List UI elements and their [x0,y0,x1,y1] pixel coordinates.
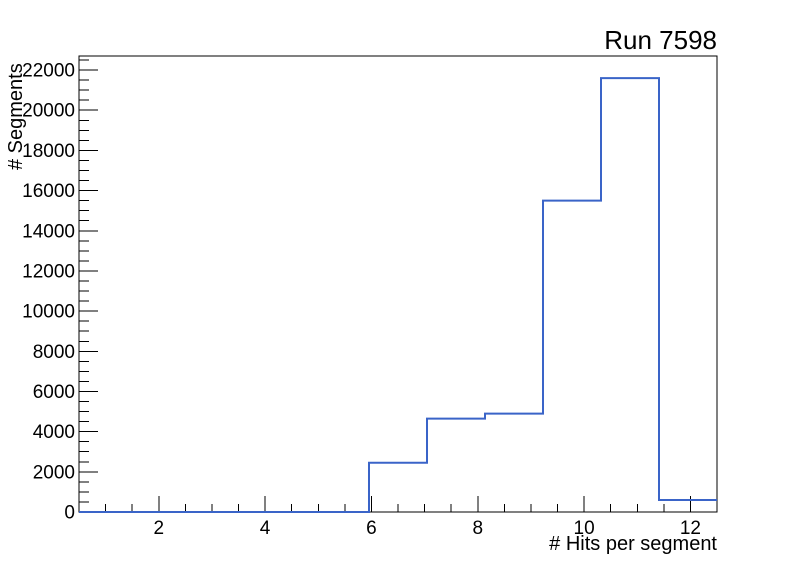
y-tick-label: 16000 [22,181,75,202]
y-tick-label: 20000 [22,101,75,122]
x-tick-label: 8 [472,518,483,539]
plot-frame [78,55,718,513]
y-tick-label: 6000 [33,382,75,403]
x-tick-label: 2 [153,518,164,539]
chart-title: Run 7598 [604,25,717,55]
y-tick-label: 22000 [22,61,75,82]
x-tick-label: 6 [366,518,377,539]
y-tick-label: 8000 [33,342,75,363]
y-tick-label: 18000 [22,141,75,162]
y-tick-label: 10000 [22,302,75,323]
y-tick-label: 12000 [22,261,75,282]
x-axis-title: # Hits per segment [549,533,717,555]
histogram-step-line [79,77,717,513]
x-tick-label: 12 [680,518,701,539]
y-tick-label: 4000 [33,422,75,443]
y-tick-label: 0 [64,503,75,524]
y-tick-label: 2000 [33,462,75,483]
x-tick-label: 4 [260,518,271,539]
y-tick-label: 14000 [22,221,75,242]
x-tick-label: 10 [574,518,595,539]
